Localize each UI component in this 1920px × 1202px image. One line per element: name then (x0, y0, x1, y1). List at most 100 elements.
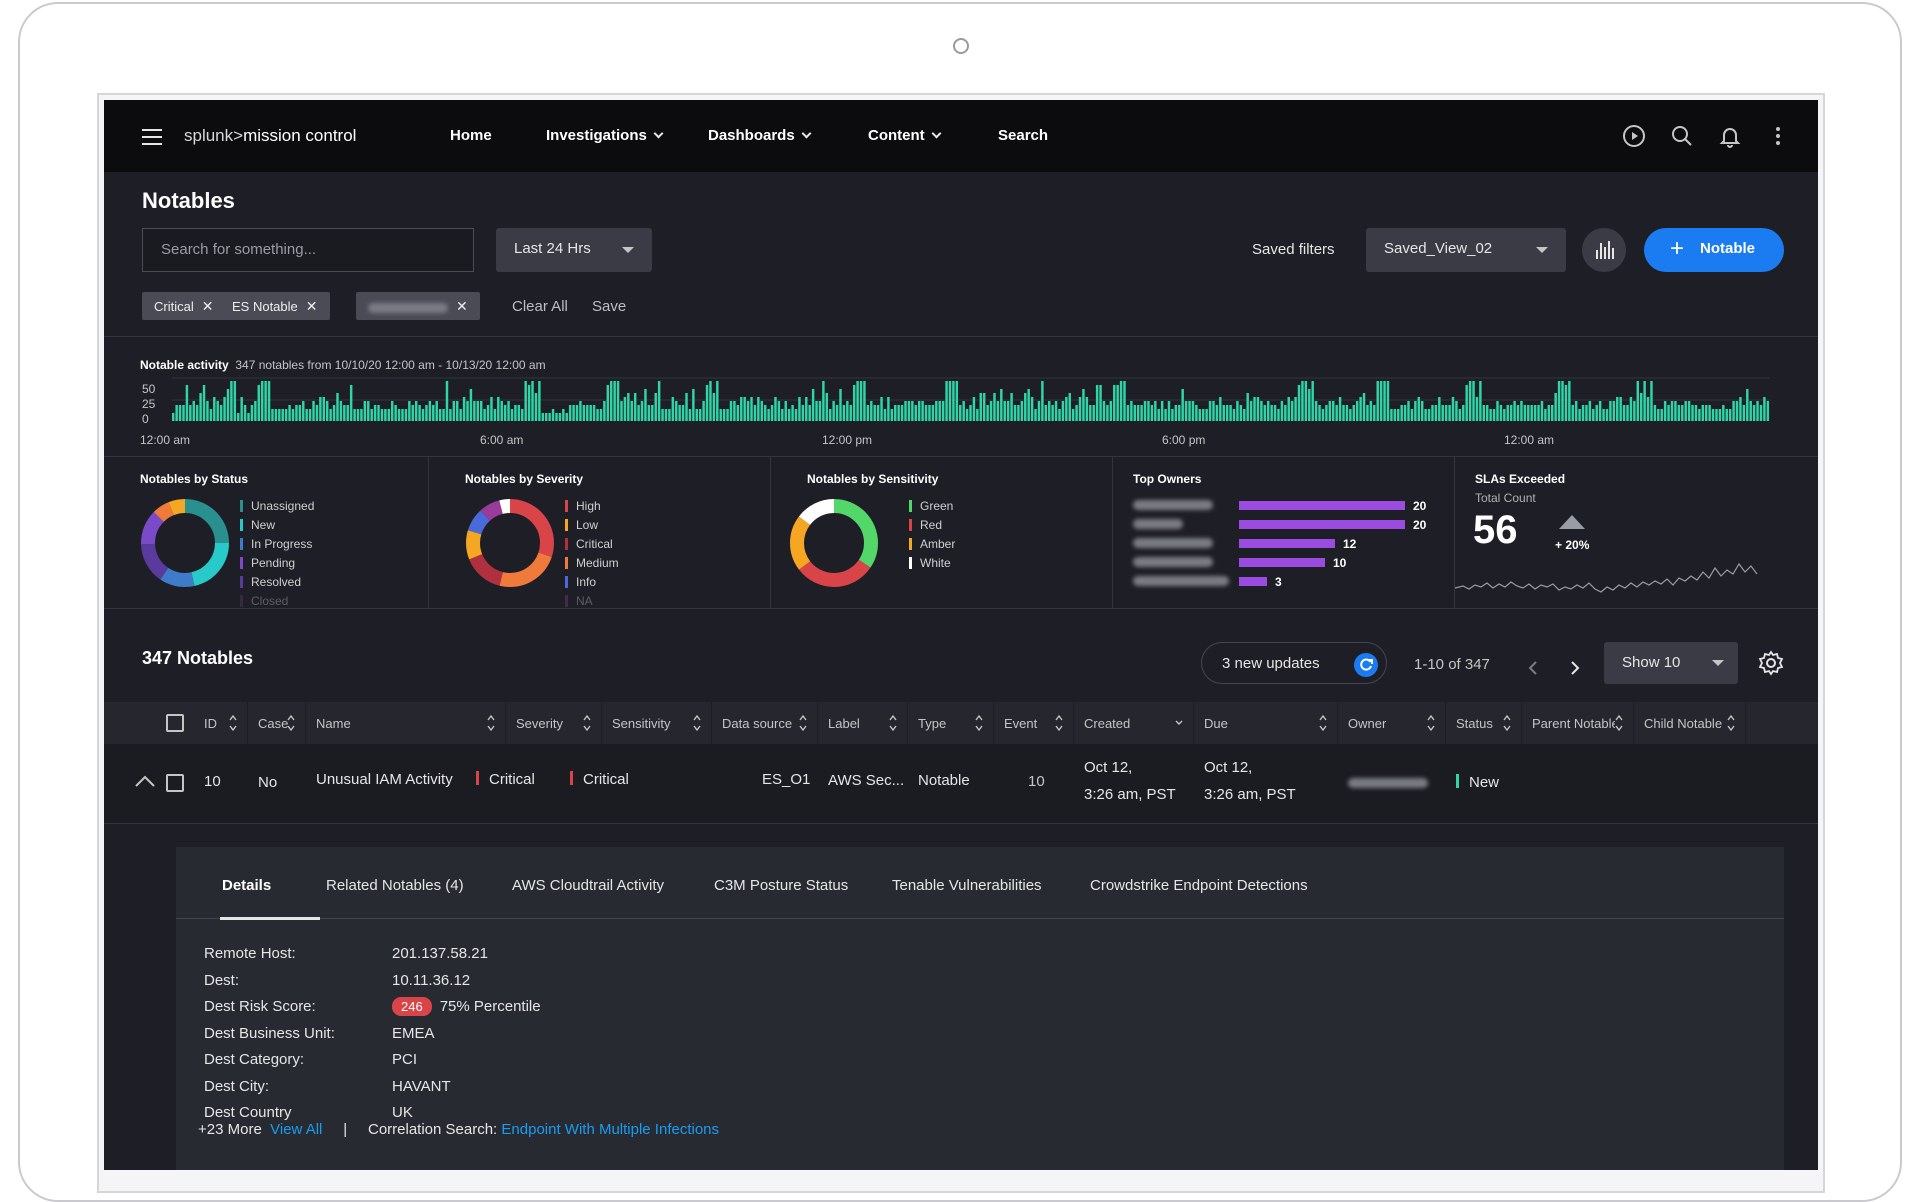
activity-bar[interactable] (1458, 409, 1462, 421)
activity-bar[interactable] (828, 409, 832, 421)
activity-bar[interactable] (1297, 385, 1301, 421)
activity-bar[interactable] (657, 381, 661, 421)
activity-bar[interactable] (192, 401, 195, 421)
activity-bar[interactable] (1150, 405, 1154, 421)
activity-bar[interactable] (1171, 409, 1174, 421)
activity-bar[interactable] (1708, 405, 1711, 421)
column-header-child-notable[interactable]: Child Notable (1634, 702, 1746, 744)
activity-bar[interactable] (1095, 385, 1099, 421)
activity-bar[interactable] (709, 381, 712, 421)
save-link[interactable]: Save (592, 298, 627, 315)
column-header-type[interactable]: Type (908, 702, 994, 744)
activity-bar[interactable] (1527, 405, 1530, 421)
column-header-sensitivity[interactable]: Sensitivity (602, 702, 712, 744)
activity-bar[interactable] (1544, 409, 1547, 421)
activity-bar[interactable] (620, 401, 623, 421)
activity-bar[interactable] (284, 409, 288, 421)
activity-bar[interactable] (705, 385, 709, 421)
activity-bar[interactable] (209, 409, 213, 421)
activity-bar[interactable] (1468, 381, 1472, 421)
activity-bar[interactable] (1489, 409, 1492, 421)
activity-bar[interactable] (1136, 405, 1140, 421)
activity-bar[interactable] (822, 381, 825, 421)
activity-bar[interactable] (483, 409, 486, 421)
activity-bar[interactable] (873, 405, 876, 421)
activity-bar[interactable] (517, 405, 521, 421)
activity-bar[interactable] (996, 401, 1000, 421)
activity-bar[interactable] (1075, 405, 1078, 421)
activity-bar[interactable] (346, 405, 349, 421)
activity-bar[interactable] (216, 401, 219, 421)
activity-bar[interactable] (1147, 401, 1150, 421)
activity-bar[interactable] (685, 393, 688, 421)
nav-dashboards[interactable]: Dashboards (708, 127, 812, 144)
activity-bar[interactable] (247, 413, 250, 421)
activity-bar[interactable] (1325, 405, 1328, 421)
activity-bar[interactable] (305, 409, 308, 421)
activity-bar[interactable] (524, 381, 527, 421)
activity-bar[interactable] (1537, 405, 1540, 421)
activity-bar[interactable] (702, 401, 705, 421)
activity-bar[interactable] (1366, 405, 1369, 421)
activity-bar[interactable] (1024, 393, 1027, 421)
activity-bar[interactable] (1225, 405, 1229, 421)
activity-bar[interactable] (1407, 401, 1410, 421)
activity-bar[interactable] (1581, 405, 1585, 421)
activity-bar[interactable] (767, 409, 770, 421)
activity-bar[interactable] (1119, 381, 1123, 421)
activity-bar[interactable] (1116, 385, 1119, 421)
activity-bar[interactable] (791, 405, 794, 421)
activity-bar[interactable] (1417, 397, 1421, 421)
activity-bar[interactable] (521, 409, 524, 421)
activity-bar[interactable] (237, 413, 240, 421)
activity-bar[interactable] (534, 393, 538, 421)
activity-bar[interactable] (1701, 405, 1705, 421)
activity-bar[interactable] (760, 401, 764, 421)
activity-bar[interactable] (1270, 405, 1273, 421)
activity-bar[interactable] (1041, 381, 1044, 421)
nav-search[interactable]: Search (998, 127, 1049, 144)
activity-bar[interactable] (493, 409, 497, 421)
activity-bar[interactable] (1249, 401, 1253, 421)
activity-bar[interactable] (1082, 389, 1085, 421)
activity-bar[interactable] (763, 405, 767, 421)
activity-bar[interactable] (794, 409, 798, 421)
activity-bar[interactable] (627, 393, 630, 421)
activity-bar[interactable] (1383, 381, 1386, 421)
filter-chip[interactable]: Critical ✕ (142, 292, 226, 320)
brand-logo[interactable]: splunk>mission control (184, 126, 356, 146)
activity-bar[interactable] (1540, 401, 1544, 421)
search-icon[interactable] (1670, 124, 1694, 148)
activity-bar[interactable] (1739, 397, 1742, 421)
activity-bar[interactable] (1687, 401, 1691, 421)
activity-bar[interactable] (1208, 401, 1212, 421)
close-icon[interactable]: ✕ (201, 298, 214, 314)
activity-bar[interactable] (1684, 401, 1687, 421)
activity-bar[interactable] (962, 401, 965, 421)
activity-bar[interactable] (1420, 401, 1424, 421)
activity-bar[interactable] (1099, 385, 1102, 421)
activity-bar[interactable] (343, 405, 346, 421)
activity-bar[interactable] (1711, 409, 1715, 421)
activity-bar[interactable] (1756, 401, 1759, 421)
activity-bar[interactable] (172, 413, 175, 421)
activity-bar[interactable] (904, 401, 907, 421)
row-checkbox[interactable] (166, 774, 184, 792)
activity-bar[interactable] (647, 405, 651, 421)
correlation-search-link[interactable]: Endpoint With Multiple Infections (501, 1121, 720, 1138)
activity-bar[interactable] (391, 401, 394, 421)
activity-bar[interactable] (459, 409, 462, 421)
activity-bar[interactable] (1691, 405, 1694, 421)
activity-bar[interactable] (945, 381, 948, 421)
activity-bar[interactable] (555, 413, 558, 421)
activity-bar[interactable] (1444, 405, 1448, 421)
activity-bar[interactable] (924, 405, 928, 421)
activity-bar[interactable] (1003, 401, 1006, 421)
activity-bar[interactable] (1126, 405, 1130, 421)
activity-bar[interactable] (1219, 397, 1222, 421)
activity-bar[interactable] (195, 405, 199, 421)
tab-c3m-posture[interactable]: C3M Posture Status (714, 877, 849, 894)
activity-bar[interactable] (1763, 397, 1766, 421)
activity-bar[interactable] (1752, 405, 1756, 421)
activity-bar[interactable] (1438, 397, 1441, 421)
